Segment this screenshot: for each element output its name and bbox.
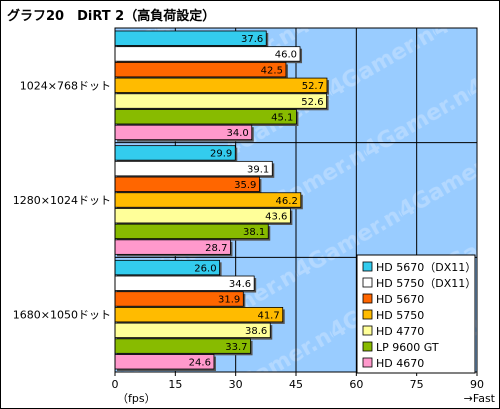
x-tick-label: 0 bbox=[112, 378, 119, 391]
legend-swatch bbox=[362, 325, 373, 336]
legend-swatch bbox=[362, 341, 373, 352]
chart-title: グラフ20 DiRT 2（高負荷設定） bbox=[7, 9, 216, 24]
bar bbox=[114, 192, 302, 208]
category-label: 1024×768ドット bbox=[20, 79, 111, 92]
bar bbox=[114, 77, 328, 93]
bar-value-label: 31.9 bbox=[218, 295, 240, 306]
bar bbox=[114, 208, 291, 224]
bar-value-label: 38.1 bbox=[243, 227, 265, 238]
y-axis: 1024×768ドット 1280×1024ドット 1680×1050ドット bbox=[13, 79, 111, 321]
bar-value-label: 46.0 bbox=[275, 50, 297, 61]
legend-label: HD 5750（DX11） bbox=[376, 277, 476, 290]
legend-box bbox=[356, 254, 476, 374]
bar bbox=[114, 93, 327, 109]
bar-value-label: 52.7 bbox=[302, 81, 324, 92]
x-axis-direction: →Fast bbox=[464, 392, 496, 405]
legend-label: HD 5670 bbox=[376, 293, 424, 306]
legend-label: HD 4770 bbox=[376, 325, 424, 338]
bar-value-label: 43.6 bbox=[265, 211, 287, 222]
bar-value-label: 39.1 bbox=[247, 164, 269, 175]
legend-label: HD 5670（DX11） bbox=[376, 261, 476, 274]
bar-value-label: 42.5 bbox=[261, 65, 283, 76]
legend-label: LP 9600 GT bbox=[376, 341, 439, 354]
x-tick-label: 30 bbox=[229, 378, 243, 391]
legend-label: HD 5750 bbox=[376, 309, 424, 322]
x-tick-label: 90 bbox=[470, 378, 484, 391]
legend-swatch bbox=[362, 261, 373, 272]
x-axis-unit: （fps） bbox=[117, 392, 156, 405]
legend: HD 5670（DX11） HD 5750（DX11） HD 5670 HD 5750… bbox=[356, 254, 476, 374]
legend-swatch bbox=[362, 277, 373, 288]
category-label: 1680×1050ドット bbox=[13, 309, 111, 322]
bar bbox=[114, 109, 297, 125]
x-axis: 0 15 30 45 60 75 90 （fps） →Fast bbox=[112, 372, 496, 405]
bar-value-label: 34.0 bbox=[226, 128, 248, 139]
x-tick-label: 15 bbox=[168, 378, 182, 391]
bar-value-label: 46.2 bbox=[276, 196, 298, 207]
x-tick-label: 45 bbox=[289, 378, 303, 391]
bar-value-label: 29.9 bbox=[210, 149, 232, 160]
legend-label: HD 4670 bbox=[376, 357, 424, 370]
bar bbox=[114, 46, 301, 62]
x-tick-label: 60 bbox=[349, 378, 363, 391]
legend-swatch bbox=[362, 309, 373, 320]
bar-value-label: 26.0 bbox=[194, 263, 216, 274]
bar-value-label: 28.7 bbox=[205, 243, 227, 254]
bar-value-label: 35.9 bbox=[234, 180, 256, 191]
bar-value-label: 38.6 bbox=[245, 326, 267, 337]
bar-value-label: 24.6 bbox=[189, 358, 211, 369]
bar-value-label: 41.7 bbox=[257, 310, 279, 321]
bar-value-label: 37.6 bbox=[241, 34, 263, 45]
x-tick-label: 75 bbox=[410, 378, 424, 391]
legend-swatch bbox=[362, 357, 373, 368]
bar-value-label: 45.1 bbox=[271, 112, 293, 123]
bar-value-label: 52.6 bbox=[301, 97, 323, 108]
category-label: 1280×1024ドット bbox=[13, 194, 111, 207]
bar-value-label: 34.6 bbox=[229, 279, 251, 290]
legend-swatch bbox=[362, 293, 373, 304]
bar-value-label: 33.7 bbox=[225, 342, 247, 353]
